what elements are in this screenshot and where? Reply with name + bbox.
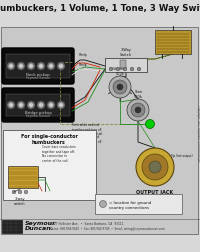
Text: Shielp: Shielp <box>79 53 87 57</box>
Circle shape <box>37 102 45 110</box>
Text: Shielp: Shielp <box>79 63 87 67</box>
Text: Copyright 2002 Seymour Duncan Pickups: Copyright 2002 Seymour Duncan Pickups <box>196 104 200 161</box>
Bar <box>105 59 147 73</box>
Circle shape <box>123 68 127 72</box>
Text: Phone: 800.966.9610  •  Fax: 805.964.9749  •  Email: wiring@seymounduncan.com: Phone: 800.966.9610 • Fax: 805.964.9749 … <box>50 226 165 230</box>
Bar <box>1 28 198 234</box>
Text: 5427 Hollister Ave.  •  Santa Barbara, CA  93111: 5427 Hollister Ave. • Santa Barbara, CA … <box>50 221 124 225</box>
Circle shape <box>47 63 55 71</box>
Circle shape <box>39 103 43 108</box>
Bar <box>95 194 182 214</box>
Circle shape <box>49 65 53 69</box>
FancyBboxPatch shape <box>2 49 74 85</box>
Circle shape <box>57 63 65 71</box>
Circle shape <box>142 154 168 180</box>
Circle shape <box>57 102 65 110</box>
Text: Volume
500k: Volume 500k <box>113 67 127 76</box>
Circle shape <box>9 103 13 108</box>
Text: 3-way
switch: 3-way switch <box>14 196 26 205</box>
Text: OUTPUT JACK: OUTPUT JACK <box>136 189 174 194</box>
Circle shape <box>109 68 113 72</box>
Circle shape <box>7 63 15 71</box>
FancyBboxPatch shape <box>6 55 70 79</box>
Circle shape <box>149 161 161 173</box>
Bar <box>8 166 38 188</box>
Circle shape <box>29 103 33 108</box>
Text: Seymour Duncan: Seymour Duncan <box>26 76 50 80</box>
Circle shape <box>19 103 23 108</box>
Text: 3-Way
Switch: 3-Way Switch <box>120 48 132 57</box>
Circle shape <box>24 191 28 194</box>
Circle shape <box>127 100 149 121</box>
Circle shape <box>37 63 45 71</box>
Text: Seymour Duncan: Seymour Duncan <box>26 114 50 118</box>
Circle shape <box>12 191 16 194</box>
Circle shape <box>19 65 23 69</box>
Circle shape <box>29 65 33 69</box>
Circle shape <box>17 63 25 71</box>
Text: Tip (hot output): Tip (hot output) <box>171 153 193 158</box>
Circle shape <box>136 148 174 186</box>
Circle shape <box>7 102 15 110</box>
Circle shape <box>27 102 35 110</box>
Text: Seymour: Seymour <box>25 220 56 225</box>
Circle shape <box>27 63 35 71</box>
Text: = location for ground
country connections: = location for ground country connection… <box>109 200 151 209</box>
Bar <box>155 31 191 55</box>
Bar <box>2 220 22 233</box>
Text: Duncan.: Duncan. <box>25 225 54 230</box>
Circle shape <box>39 65 43 69</box>
Circle shape <box>117 85 123 91</box>
Circle shape <box>18 191 22 194</box>
Circle shape <box>113 81 127 94</box>
Circle shape <box>59 65 63 69</box>
Circle shape <box>130 68 134 72</box>
Circle shape <box>9 65 13 69</box>
Text: 2 Humbuckers, 1 Volume, 1 Tone, 3 Way Switch: 2 Humbuckers, 1 Volume, 1 Tone, 3 Way Sw… <box>0 4 200 13</box>
Circle shape <box>135 108 141 114</box>
Circle shape <box>49 103 53 108</box>
Circle shape <box>59 103 63 108</box>
FancyBboxPatch shape <box>6 94 70 116</box>
Circle shape <box>109 77 131 99</box>
Circle shape <box>17 102 25 110</box>
Circle shape <box>116 68 120 72</box>
Circle shape <box>100 201 106 208</box>
Text: Twist white and red
together and tape off.
This is an isolated coil.: Twist white and red together and tape of… <box>72 122 103 136</box>
Circle shape <box>146 120 154 129</box>
Bar <box>3 131 96 200</box>
Circle shape <box>131 104 145 117</box>
Circle shape <box>137 68 141 72</box>
Text: Tone
500k: Tone 500k <box>134 90 142 99</box>
Text: Bridge pickup: Bridge pickup <box>25 111 51 115</box>
Text: Neck pickup: Neck pickup <box>26 73 50 77</box>
Text: For single-conductor
humbuckers: For single-conductor humbuckers <box>21 134 77 144</box>
Bar <box>120 61 126 69</box>
FancyBboxPatch shape <box>2 89 74 122</box>
Text: Cover bare conductors
together and tape off.
No connection to
center of the coil: Cover bare conductors together and tape … <box>42 144 76 162</box>
Circle shape <box>47 102 55 110</box>
Text: Twist white and red
together and tape off: Twist white and red together and tape of… <box>72 135 101 143</box>
